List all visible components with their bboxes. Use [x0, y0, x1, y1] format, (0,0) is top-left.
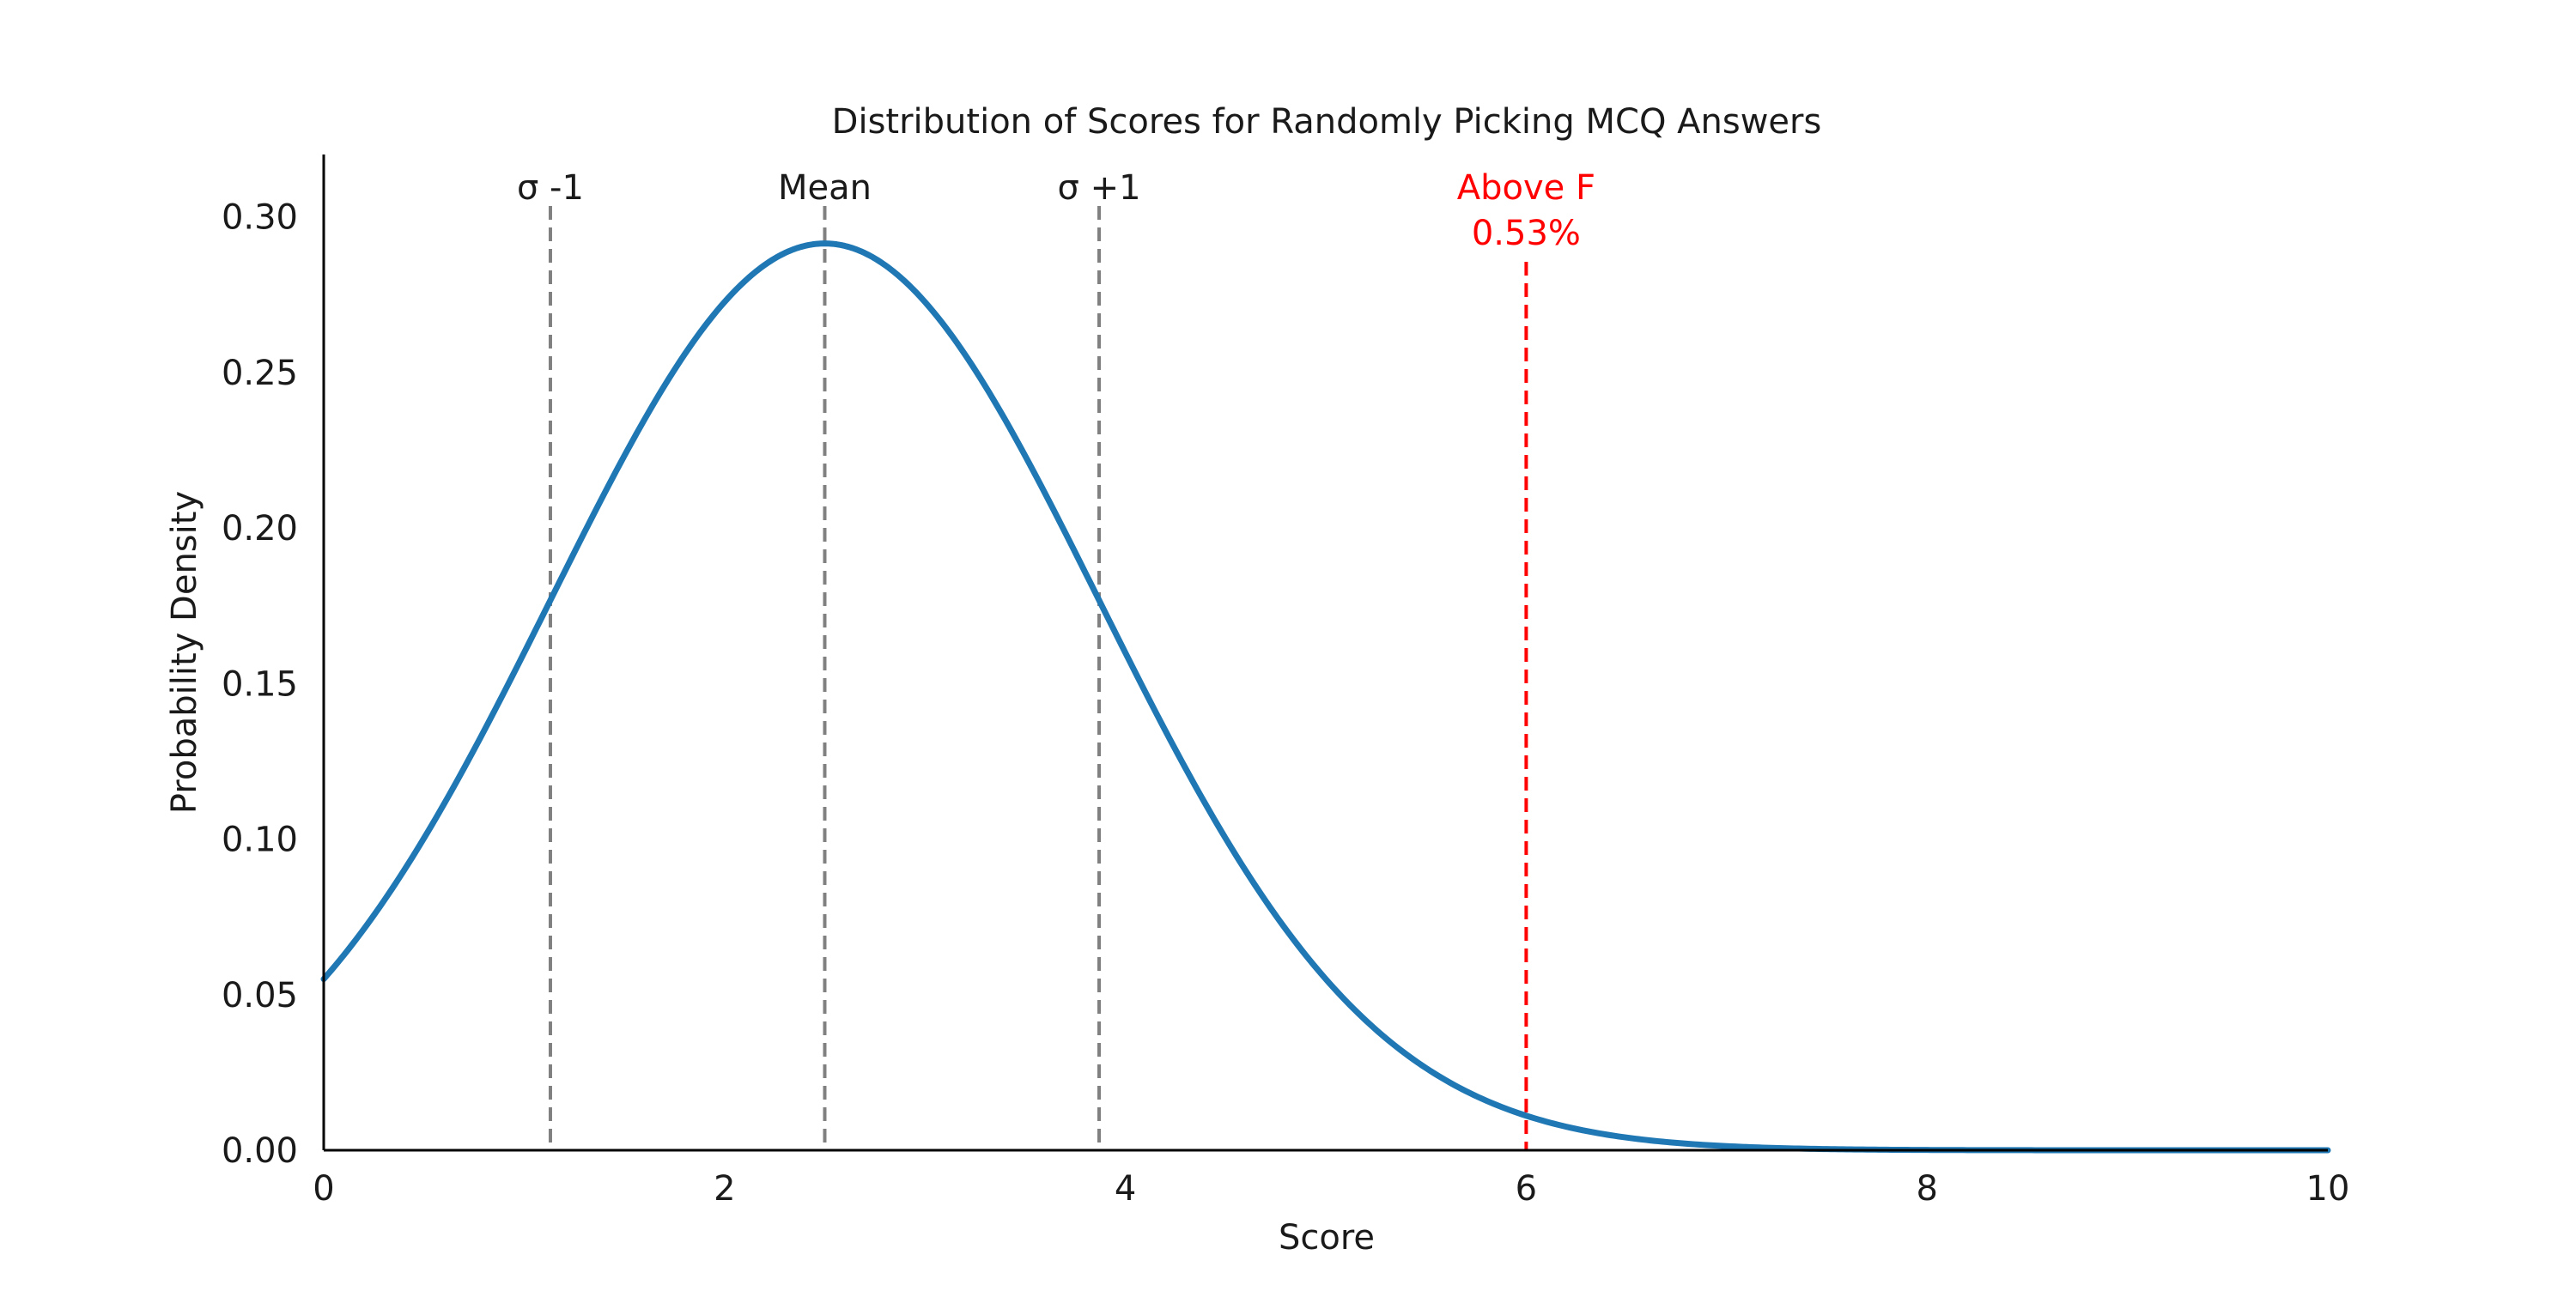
x-tick-label: 10 — [2306, 1169, 2350, 1209]
y-tick-label: 0.20 — [222, 509, 298, 549]
x-tick-label: 8 — [1916, 1169, 1937, 1209]
tick-labels: 0 2 4 6 8 10 0.00 0.05 0.10 0.15 0.20 0.25 0.30 — [222, 198, 2350, 1209]
reference-line-label: σ -1 — [517, 168, 584, 208]
reference-lines: σ -1 Mean σ +1 Above F 0.53% — [517, 168, 1595, 1150]
y-tick-label: 0.05 — [222, 976, 298, 1015]
y-tick-label: 0.15 — [222, 664, 298, 704]
reference-line-sublabel: 0.53% — [1472, 214, 1581, 253]
y-tick-label: 0.00 — [222, 1131, 298, 1171]
x-tick-label: 6 — [1516, 1169, 1537, 1209]
x-tick-label: 4 — [1115, 1169, 1136, 1209]
x-axis-title: Score — [1279, 1218, 1375, 1258]
series-layer — [320, 240, 2331, 1154]
reference-line-label: Above F — [1457, 168, 1595, 208]
y-tick-label: 0.30 — [222, 198, 298, 238]
y-tick-label: 0.25 — [222, 354, 298, 393]
y-tick-label: 0.10 — [222, 821, 298, 860]
reference-line-label: σ +1 — [1058, 168, 1141, 208]
reference-line-label: Mean — [778, 168, 872, 208]
axes — [322, 155, 2328, 1152]
x-tick-label: 2 — [714, 1169, 735, 1209]
chart-title: Distribution of Scores for Randomly Pick… — [832, 102, 1822, 142]
y-axis-title: Probability Density — [165, 491, 204, 814]
x-tick-label: 0 — [313, 1169, 334, 1209]
density-curve — [320, 240, 2331, 1154]
